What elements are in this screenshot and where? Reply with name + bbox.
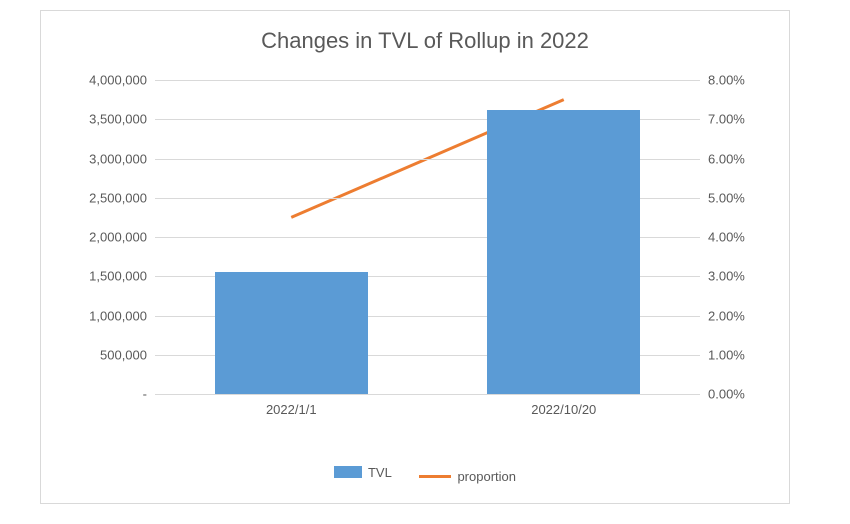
y-left-tick-label: 1,500,000 bbox=[89, 269, 147, 284]
y-right-tick-label: 5.00% bbox=[708, 190, 745, 205]
gridline bbox=[155, 394, 700, 395]
y-right-tick-label: 1.00% bbox=[708, 347, 745, 362]
y-left-tick-label: 2,500,000 bbox=[89, 190, 147, 205]
y-left-tick-label: 3,000,000 bbox=[89, 151, 147, 166]
legend: TVL proportion bbox=[0, 465, 850, 485]
y-right-tick-label: 7.00% bbox=[708, 112, 745, 127]
y-right-tick-label: 6.00% bbox=[708, 151, 745, 166]
legend-swatch-line bbox=[419, 475, 451, 478]
y-left-tick-label: 4,000,000 bbox=[89, 73, 147, 88]
y-left-tick-label: 500,000 bbox=[100, 347, 147, 362]
legend-label-tvl: TVL bbox=[368, 465, 392, 480]
y-right-tick-label: 8.00% bbox=[708, 73, 745, 88]
y-right-tick-label: 4.00% bbox=[708, 230, 745, 245]
y-left-tick-label: 3,500,000 bbox=[89, 112, 147, 127]
x-tick-label: 2022/1/1 bbox=[266, 402, 317, 417]
legend-item-proportion: proportion bbox=[419, 469, 516, 484]
gridline bbox=[155, 80, 700, 81]
y-left-tick-label: 2,000,000 bbox=[89, 230, 147, 245]
plot-area: -0.00%500,0001.00%1,000,0002.00%1,500,00… bbox=[155, 80, 700, 394]
bar bbox=[215, 272, 368, 394]
y-right-tick-label: 3.00% bbox=[708, 269, 745, 284]
chart-container: Changes in TVL of Rollup in 2022 -0.00%5… bbox=[0, 0, 850, 524]
legend-item-tvl: TVL bbox=[334, 465, 392, 480]
y-left-tick-label: 1,000,000 bbox=[89, 308, 147, 323]
y-left-tick-label: - bbox=[143, 387, 147, 402]
y-right-tick-label: 0.00% bbox=[708, 387, 745, 402]
legend-label-proportion: proportion bbox=[457, 469, 516, 484]
y-right-tick-label: 2.00% bbox=[708, 308, 745, 323]
bar bbox=[487, 110, 640, 394]
legend-swatch-bar bbox=[334, 466, 362, 478]
x-tick-label: 2022/10/20 bbox=[531, 402, 596, 417]
chart-title: Changes in TVL of Rollup in 2022 bbox=[0, 28, 850, 54]
